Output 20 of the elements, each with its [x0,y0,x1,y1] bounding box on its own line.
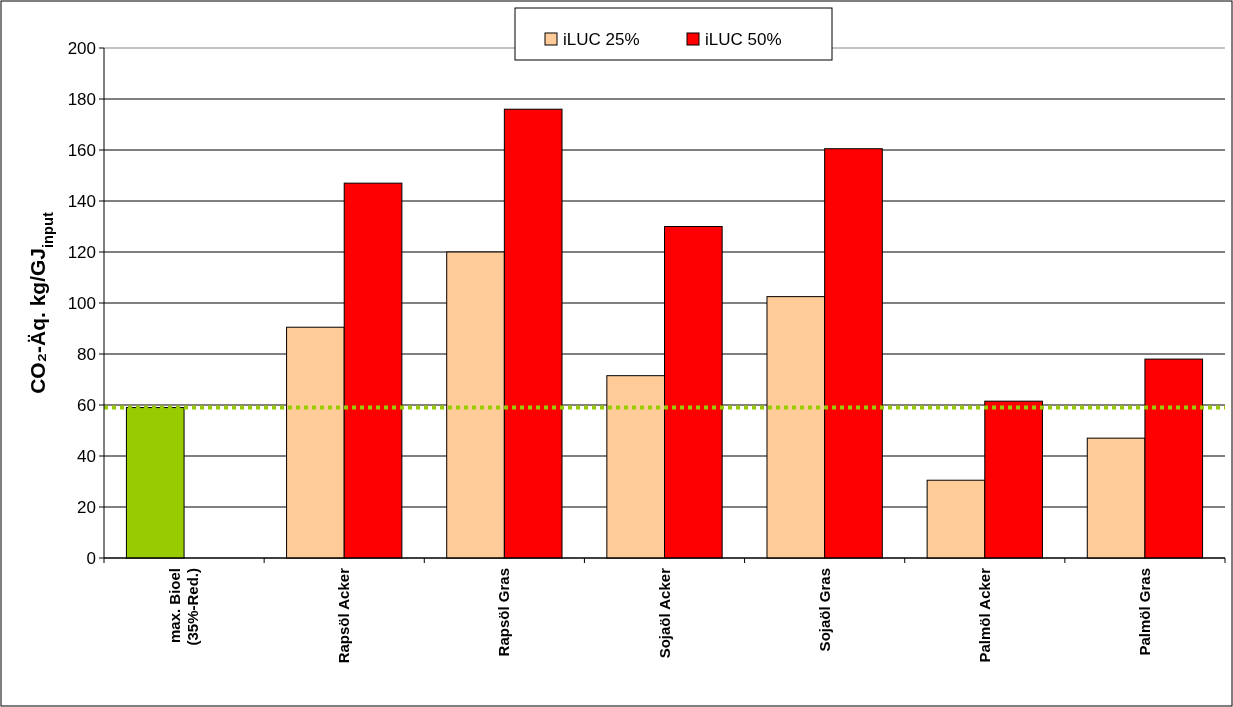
x-tick-label: Sojaöl Acker [655,567,673,659]
y-tick-label: 100 [67,293,96,313]
x-tick-label: Rapsöl Gras [495,568,513,657]
x-tick-label: max. Bioel (35%-Red.) [166,568,202,646]
x-tick-label: Palmöl Acker [975,567,993,663]
y-tick-label: 20 [77,497,96,517]
y-tick-label: 200 [67,38,96,58]
y-tick-label: 60 [77,395,96,415]
legend-label: iLUC 50% [705,29,782,49]
y-tick-label: 0 [86,548,96,568]
y-tick-label: 80 [77,344,96,364]
y-tick-label: 180 [67,89,96,109]
y-tick-label: 120 [67,242,96,262]
x-tick-label: Palmöl Gras [1135,568,1153,656]
y-tick-label: 40 [77,446,96,466]
x-tick-label: Sojaöl Gras [815,568,833,652]
legend-label: iLUC 25% [563,29,640,49]
y-tick-label: 160 [67,140,96,160]
y-tick-label: 140 [67,191,96,211]
x-tick-label: Rapsöl Acker [335,567,353,664]
